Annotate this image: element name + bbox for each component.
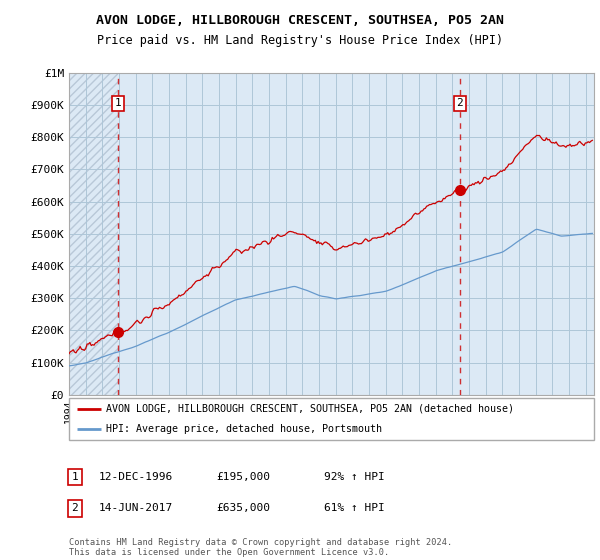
Text: £635,000: £635,000 bbox=[216, 503, 270, 514]
Text: AVON LODGE, HILLBOROUGH CRESCENT, SOUTHSEA, PO5 2AN: AVON LODGE, HILLBOROUGH CRESCENT, SOUTHS… bbox=[96, 14, 504, 27]
Text: 2: 2 bbox=[71, 503, 79, 514]
Text: AVON LODGE, HILLBOROUGH CRESCENT, SOUTHSEA, PO5 2AN (detached house): AVON LODGE, HILLBOROUGH CRESCENT, SOUTHS… bbox=[106, 404, 514, 414]
Text: 92% ↑ HPI: 92% ↑ HPI bbox=[324, 472, 385, 482]
Text: £195,000: £195,000 bbox=[216, 472, 270, 482]
Text: 61% ↑ HPI: 61% ↑ HPI bbox=[324, 503, 385, 514]
Text: 1: 1 bbox=[115, 99, 122, 109]
Text: 2: 2 bbox=[457, 99, 463, 109]
Text: 12-DEC-1996: 12-DEC-1996 bbox=[99, 472, 173, 482]
Text: Price paid vs. HM Land Registry's House Price Index (HPI): Price paid vs. HM Land Registry's House … bbox=[97, 34, 503, 46]
Text: HPI: Average price, detached house, Portsmouth: HPI: Average price, detached house, Port… bbox=[106, 424, 382, 434]
Bar bbox=[69, 73, 118, 395]
FancyBboxPatch shape bbox=[69, 398, 594, 440]
Text: 1: 1 bbox=[71, 472, 79, 482]
Text: 14-JUN-2017: 14-JUN-2017 bbox=[99, 503, 173, 514]
Text: Contains HM Land Registry data © Crown copyright and database right 2024.
This d: Contains HM Land Registry data © Crown c… bbox=[69, 538, 452, 557]
